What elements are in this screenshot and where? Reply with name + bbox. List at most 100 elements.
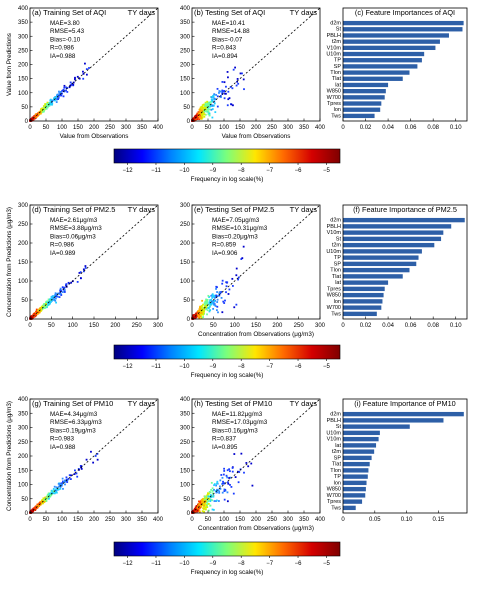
stat-line: MAE=3.80 (50, 20, 80, 27)
bar (343, 461, 370, 467)
scatter-point (233, 306, 236, 309)
scatter-point (63, 84, 66, 87)
x-tick-label: 50 (205, 517, 212, 523)
scatter-point (250, 462, 253, 465)
scatter-point (208, 296, 210, 298)
bar (343, 411, 464, 417)
colorbar-tick-label: −10 (179, 364, 190, 370)
scatter-point (215, 94, 217, 96)
scatter-point (204, 104, 207, 107)
x-tick-label: 0 (28, 517, 32, 523)
scatter-point (208, 108, 211, 111)
scatter-point (80, 467, 83, 470)
scatter-point (199, 501, 201, 504)
scatter-point (40, 309, 42, 312)
scatter-point (202, 312, 205, 315)
scatter-point (58, 296, 61, 299)
y-tick-label: 50 (21, 105, 28, 111)
bar (343, 230, 444, 235)
y-tick-label: 200 (18, 241, 29, 247)
scatter-point (38, 308, 41, 311)
bar (343, 430, 380, 436)
scatter-point (225, 474, 228, 477)
scatter-point (96, 452, 99, 455)
x-tick-label: 350 (137, 517, 148, 523)
stat-line: MAE=7.05μg/m3 (212, 217, 260, 224)
scatter-point (205, 508, 207, 511)
scatter-point (200, 105, 203, 108)
scatter-point (208, 495, 211, 498)
scatter-point (206, 298, 209, 301)
bar-category-label: lat (335, 443, 341, 449)
panel-title: (e) Testing Set of PM2.5 (194, 205, 274, 214)
scatter-point (202, 311, 205, 314)
x-tick-label: 0.08 (427, 323, 439, 329)
bar (343, 236, 442, 242)
scatter-point (201, 104, 204, 107)
scatter-point (206, 300, 208, 303)
bar (343, 113, 375, 119)
panel-title: (c) Feature Importances of AQI (355, 8, 455, 17)
scatter-point (42, 307, 45, 310)
scatter-point (30, 510, 33, 513)
scatter-point (220, 297, 223, 299)
scatter-point (47, 497, 50, 500)
scatter-point (198, 312, 201, 314)
scatter-point (198, 509, 201, 512)
y-tick-label: 200 (18, 63, 29, 69)
one-to-one-line (29, 204, 159, 320)
scatter-point (56, 488, 59, 491)
scatter-point (221, 282, 224, 285)
scatter-point (211, 294, 214, 297)
scatter-point (205, 298, 207, 301)
scatter-point (204, 498, 207, 501)
scatter-point (200, 117, 202, 120)
scatter-point (54, 96, 56, 99)
scatter-point (44, 496, 47, 499)
scatter-point (46, 493, 49, 496)
x-tick-label: 150 (235, 517, 246, 523)
x-tick-label: 0.02 (360, 323, 372, 329)
scatter-point (196, 118, 199, 120)
scatter-point (195, 505, 198, 508)
scatter-point (228, 288, 231, 291)
y-tick-label: 350 (180, 20, 191, 26)
scatter-point (213, 102, 216, 105)
bar (343, 299, 383, 304)
bar (343, 499, 363, 504)
bar (343, 505, 356, 511)
x-tick-label: 0 (190, 125, 194, 131)
y-tick-label: 300 (180, 426, 191, 432)
stat-line: Bias=-0.07 (212, 36, 243, 43)
scatter-point (222, 300, 225, 303)
stat-line: R=0.986 (50, 242, 74, 249)
scatter-point (196, 506, 199, 509)
scatter-point (52, 295, 55, 297)
scatter-point (63, 286, 66, 289)
bar-category-label: SP (334, 64, 342, 70)
scatter-point (55, 295, 58, 298)
scatter-point (43, 498, 46, 501)
scatter-point (63, 481, 65, 484)
scatter-point (227, 481, 229, 484)
scatter-point (201, 110, 203, 113)
x-tick-label: 100 (230, 323, 241, 329)
scatter-point (224, 299, 226, 302)
scatter-point (55, 488, 57, 491)
scatter-point (204, 495, 206, 498)
x-tick-label: 100 (219, 125, 230, 131)
scatter-point (36, 505, 38, 507)
stat-line: Bias=0.16μg/m3 (212, 427, 258, 434)
stat-line: R=0.843 (212, 45, 236, 52)
scatter-point (39, 108, 42, 111)
scatter-point (61, 89, 64, 92)
scatter-point (43, 306, 46, 309)
scatter-point (194, 315, 197, 318)
x-tick-label: 200 (251, 517, 262, 523)
x-tick-label: 300 (315, 323, 326, 329)
scatter-point (58, 90, 60, 93)
scatter-point (199, 108, 202, 110)
colorbar-gradient (113, 541, 341, 557)
bar-category-label: U10m (326, 430, 341, 436)
